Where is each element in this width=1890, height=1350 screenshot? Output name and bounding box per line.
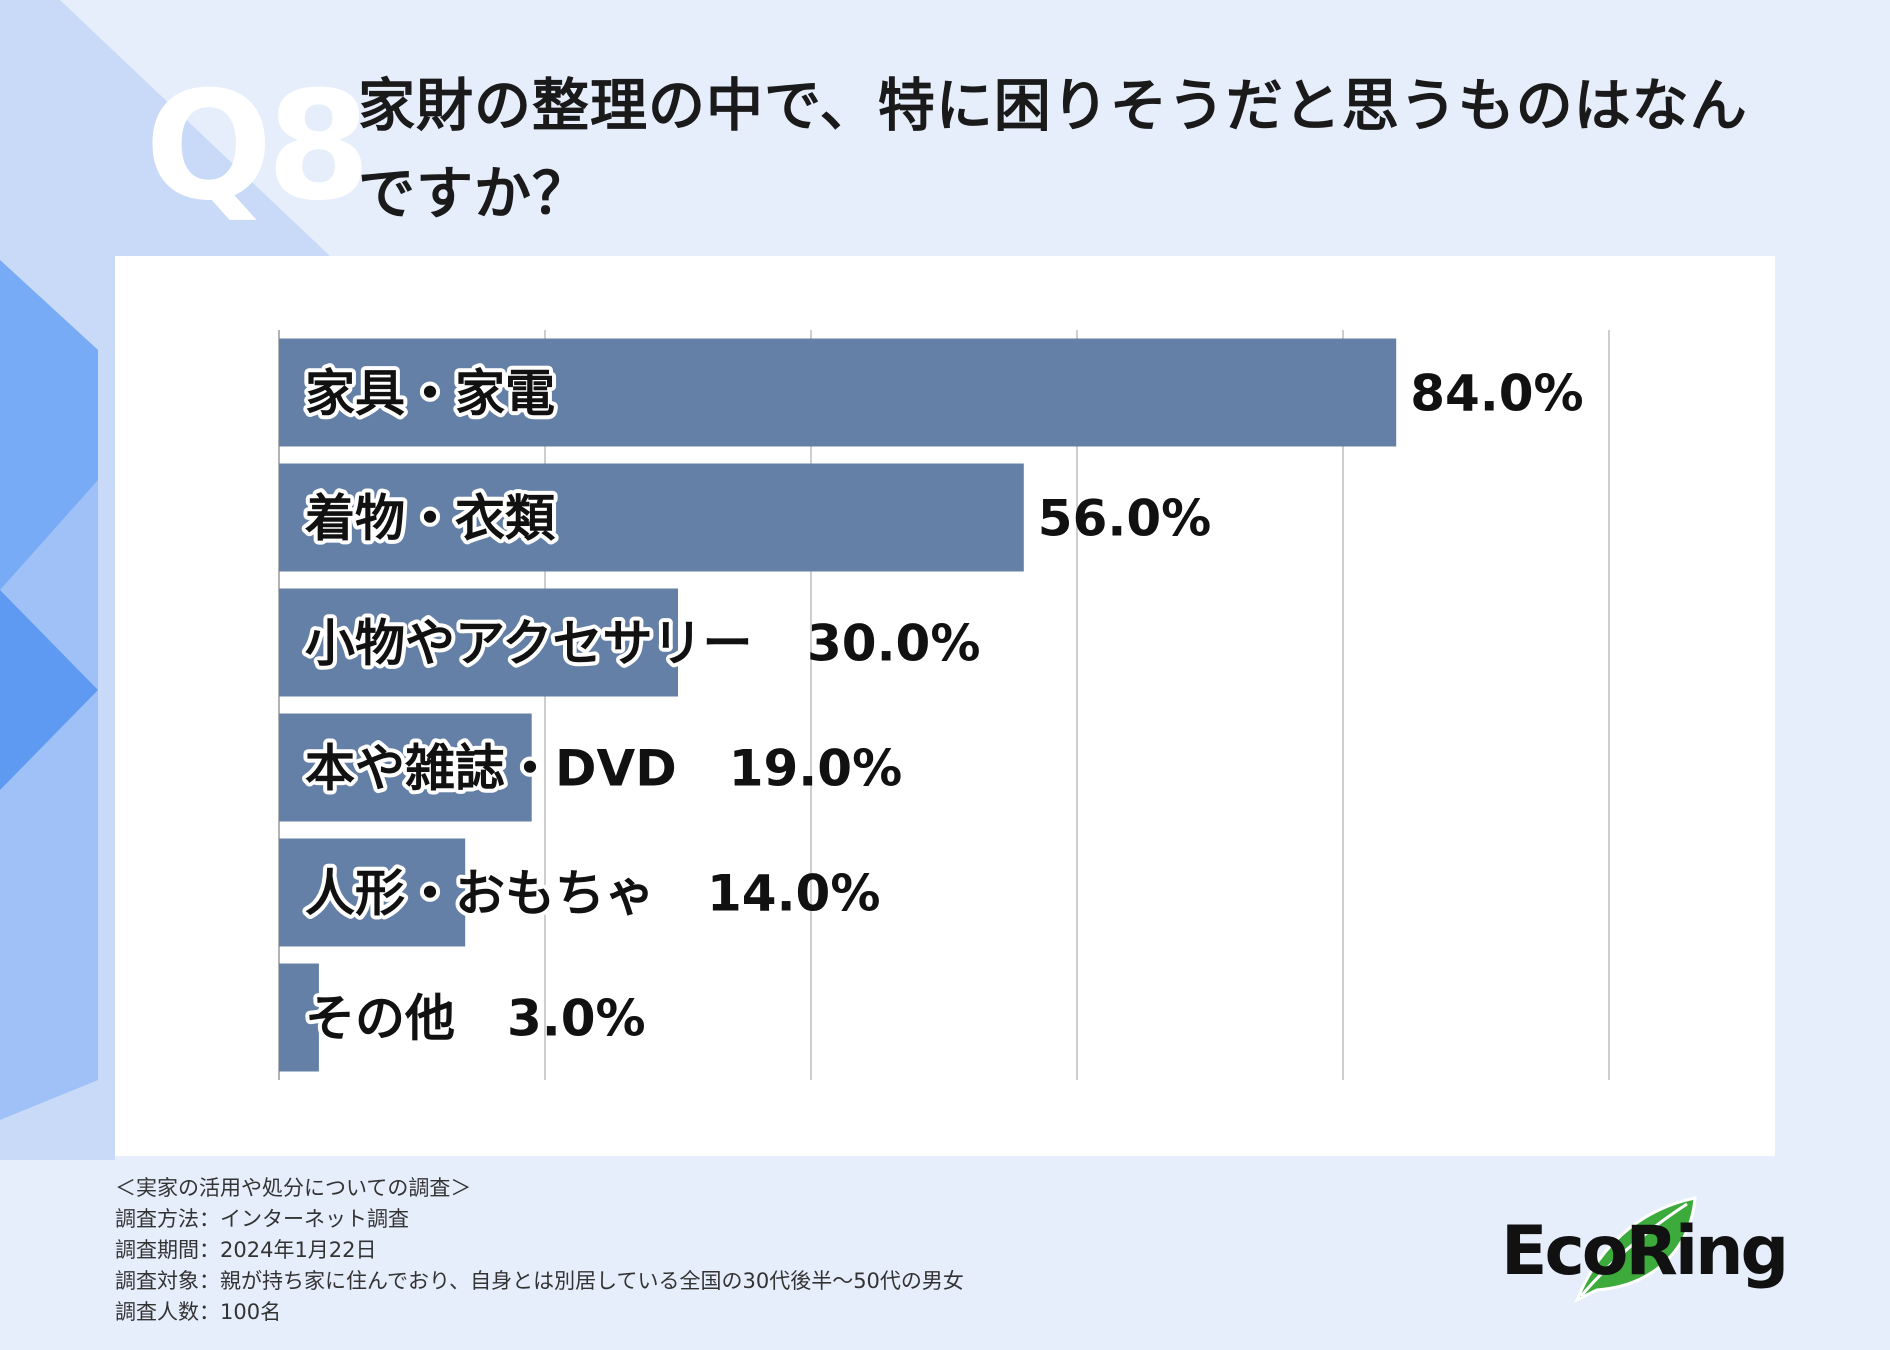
category-label: 人形・おもちゃ <box>305 865 655 923</box>
bar <box>279 588 678 697</box>
footnote-line: 調査対象：親が持ち家に住んでおり、自身とは別居している全国の30代後半〜50代の… <box>115 1269 964 1293</box>
page-title: 家財の整理の中で、特に困りそうだと思うものはなんですか？ <box>358 73 1748 227</box>
bar <box>279 838 466 947</box>
value-label: 30.0% <box>807 615 980 673</box>
value-label: 14.0% <box>707 865 880 923</box>
footnote-line: ＜実家の活用や処分についての調査＞ <box>115 1176 472 1200</box>
logo-text: EcoRing <box>1501 1212 1789 1291</box>
decor-chevron-dark <box>0 590 98 790</box>
bar <box>279 338 1397 447</box>
value-label: 3.0% <box>507 990 646 1048</box>
category-label: 家具・家電 <box>305 365 555 423</box>
survey-footnote: ＜実家の活用や処分についての調査＞ 調査方法：インターネット調査 調査期間：20… <box>115 1173 964 1328</box>
value-label: 56.0% <box>1038 490 1211 548</box>
value-label: 84.0% <box>1410 365 1583 423</box>
decor-chevron-dark-2 <box>0 260 98 590</box>
bar <box>279 963 319 1072</box>
bar <box>279 713 532 822</box>
leaf-icon <box>1574 1196 1697 1304</box>
footnote-line: 調査人数：100名 <box>115 1300 282 1324</box>
category-label: 着物・衣類 <box>305 490 556 548</box>
question-number: Q8 <box>145 60 371 234</box>
bar-chart: 家具・家電 84.0% 着物・衣類 56.0% 小物やアクセサリー 30.0% 本や雑誌・D… <box>278 330 1610 1080</box>
category-label: 本や雑誌・DVD <box>305 740 677 798</box>
bar <box>279 463 1024 572</box>
footnote-line: 調査方法：インターネット調査 <box>115 1207 409 1231</box>
chart-panel: 家具・家電 84.0% 着物・衣類 56.0% 小物やアクセサリー 30.0% 本や雑誌・D… <box>115 256 1775 1156</box>
category-label: 小物やアクセサリー <box>305 615 753 673</box>
ecoring-logo: EcoRing <box>1495 1190 1789 1310</box>
category-label: その他 <box>305 990 455 1048</box>
decor-triangle-light <box>0 0 330 256</box>
footnote-line: 調査期間：2024年1月22日 <box>115 1238 377 1262</box>
value-label: 19.0% <box>729 740 902 798</box>
